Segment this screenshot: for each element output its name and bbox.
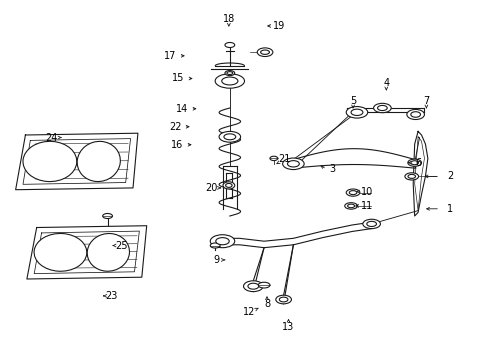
Ellipse shape [346,107,367,118]
Ellipse shape [225,184,232,187]
Ellipse shape [279,297,287,302]
Ellipse shape [223,182,234,189]
Ellipse shape [406,109,424,120]
Text: 9: 9 [213,255,219,265]
Ellipse shape [215,238,229,245]
Ellipse shape [287,161,299,167]
Text: 23: 23 [105,291,118,301]
Ellipse shape [344,203,357,209]
Text: 20: 20 [204,183,217,193]
Ellipse shape [224,71,234,76]
Ellipse shape [377,105,386,111]
Text: 1: 1 [446,204,452,214]
Text: 8: 8 [264,299,269,309]
Ellipse shape [34,234,86,271]
Ellipse shape [221,77,237,85]
Ellipse shape [407,159,421,166]
Text: 17: 17 [163,51,176,61]
Ellipse shape [410,161,418,165]
Ellipse shape [275,295,291,304]
Text: 16: 16 [170,140,183,150]
Ellipse shape [350,109,362,116]
Ellipse shape [260,50,269,54]
Text: 14: 14 [175,104,188,114]
Ellipse shape [258,282,269,288]
Text: 4: 4 [383,78,388,88]
Ellipse shape [257,48,272,57]
Ellipse shape [23,141,77,181]
Ellipse shape [77,141,120,181]
Ellipse shape [247,283,258,289]
Ellipse shape [348,191,356,194]
Ellipse shape [347,204,354,208]
Text: 3: 3 [329,164,335,174]
Ellipse shape [282,158,304,170]
Text: 5: 5 [349,96,355,106]
Ellipse shape [226,72,232,75]
Ellipse shape [215,74,244,88]
Ellipse shape [224,134,235,140]
Ellipse shape [210,235,234,248]
Ellipse shape [243,281,263,292]
Text: 10: 10 [360,186,372,197]
Text: 25: 25 [115,240,127,251]
Ellipse shape [410,112,420,117]
Text: 21: 21 [278,154,290,164]
Ellipse shape [102,213,112,219]
Text: 2: 2 [446,171,452,181]
Ellipse shape [87,234,129,271]
Ellipse shape [407,175,415,178]
Ellipse shape [373,103,390,113]
Ellipse shape [362,219,380,229]
Ellipse shape [224,42,234,48]
Ellipse shape [210,243,220,248]
Text: 6: 6 [414,158,420,168]
Ellipse shape [366,221,376,226]
Text: 15: 15 [172,73,184,84]
Text: 22: 22 [168,122,181,132]
Text: 18: 18 [222,14,235,24]
Ellipse shape [404,173,418,180]
Ellipse shape [219,131,240,142]
Text: 11: 11 [360,201,372,211]
Text: 24: 24 [45,132,58,143]
Ellipse shape [346,189,359,196]
Text: 12: 12 [243,307,255,318]
Text: 19: 19 [272,21,285,31]
Text: 7: 7 [423,96,428,106]
Ellipse shape [269,156,277,161]
Text: 13: 13 [282,322,294,332]
